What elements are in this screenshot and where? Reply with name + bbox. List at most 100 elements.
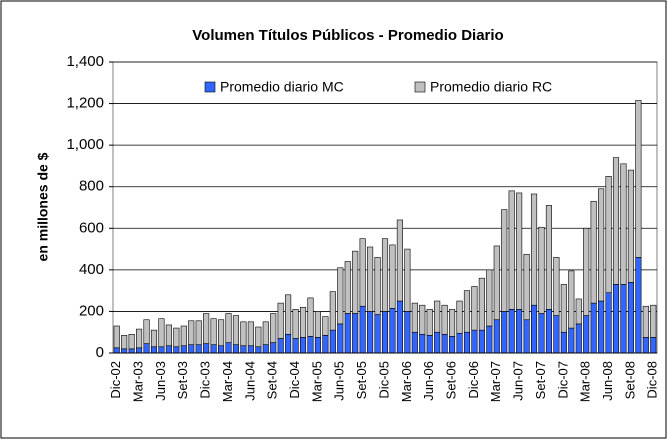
- bar-segment: [307, 297, 314, 337]
- bar-segment: [493, 245, 500, 321]
- bar-segment: [471, 329, 478, 354]
- x-tick-label: Set-04: [265, 361, 280, 399]
- bar-segment: [389, 244, 396, 309]
- bar-segment: [419, 304, 426, 335]
- bar-segment: [150, 329, 158, 348]
- bar-segment: [285, 333, 292, 354]
- bar-segment: [501, 209, 508, 312]
- bar-segment: [374, 314, 381, 354]
- bar-segment: [553, 257, 560, 316]
- bar-segment: [277, 302, 284, 339]
- bar-segment: [299, 337, 307, 354]
- bar-segment: [322, 335, 329, 354]
- bar-segment: [158, 318, 165, 348]
- bar-segment: [516, 309, 523, 354]
- bar-segment: [240, 321, 247, 347]
- bar-segment: [620, 284, 627, 354]
- bar-segment: [508, 309, 515, 354]
- bar-segment: [203, 313, 210, 344]
- bar-segment: [530, 304, 538, 354]
- y-tick-label: 600: [79, 219, 104, 236]
- bar-segment: [449, 309, 456, 337]
- bar-segment: [404, 248, 411, 312]
- bar-segment: [553, 315, 560, 354]
- bar-segment: [583, 227, 590, 316]
- bar-segment: [143, 319, 150, 344]
- bar-segment: [463, 290, 471, 333]
- x-tick-label: Set-06: [444, 361, 459, 399]
- bar-segment: [292, 338, 299, 354]
- bar-segment: [620, 163, 627, 285]
- bar-segment: [255, 346, 262, 354]
- bar-segment: [180, 325, 187, 347]
- bar-segment: [568, 270, 575, 329]
- bar-segment: [314, 311, 321, 338]
- bar-segment: [523, 253, 530, 321]
- bar-segment: [627, 169, 634, 283]
- bar-segment: [113, 347, 120, 354]
- bar-segment: [381, 238, 389, 312]
- bar-segment: [344, 261, 351, 314]
- x-tick-label: Dic-08: [645, 361, 660, 399]
- bar-segment: [650, 337, 657, 354]
- bar-segment: [247, 345, 254, 354]
- bar-segment: [538, 313, 545, 354]
- bar-segment: [411, 331, 418, 354]
- bar-segment: [217, 319, 225, 347]
- bar-segment: [314, 337, 321, 354]
- x-tick-label: Mar-06: [399, 361, 414, 402]
- bar-segment: [232, 315, 240, 345]
- bar-segment: [463, 331, 471, 354]
- x-tick-label: Set-03: [175, 361, 190, 399]
- bar-segment: [478, 329, 485, 354]
- bar-segment: [426, 335, 433, 354]
- bar-segment: [523, 319, 530, 354]
- legend-label: Promedio diario RC: [430, 79, 552, 95]
- bar-segment: [434, 331, 441, 354]
- bar-segment: [396, 219, 403, 302]
- x-tick-label: Set-08: [622, 361, 637, 399]
- bar-segment: [158, 346, 165, 354]
- bar-segment: [128, 348, 135, 354]
- bar-segment: [143, 343, 150, 354]
- bar-segment: [247, 321, 254, 347]
- bar-segment: [180, 345, 187, 354]
- bar-segment: [337, 323, 344, 354]
- chart-title: Volumen Títulos Públicos - Promedio Diar…: [192, 27, 503, 44]
- bar-segment: [456, 332, 463, 354]
- bar-segment: [128, 333, 135, 350]
- bar-segment: [381, 311, 389, 354]
- bar-segment: [210, 318, 217, 345]
- bar-segment: [225, 342, 232, 354]
- x-tick-label: Dic-02: [108, 361, 123, 399]
- x-tick-label: Mar-04: [220, 361, 235, 402]
- bar-segment: [560, 331, 567, 354]
- bar-segment: [612, 284, 620, 354]
- y-tick-label: 1,000: [66, 136, 104, 153]
- x-tick-label: Dic-05: [376, 361, 391, 399]
- bar-segment: [322, 316, 329, 336]
- bar-segment: [426, 309, 433, 336]
- bar-segment: [374, 257, 381, 315]
- bar-segment: [277, 338, 284, 354]
- y-tick-label: 200: [79, 302, 104, 319]
- y-tick-label: 1,400: [66, 53, 104, 70]
- x-tick-label: Mar-08: [578, 361, 593, 402]
- bar-segment: [165, 345, 172, 354]
- bar-segment: [299, 306, 307, 338]
- bar-segment: [389, 308, 396, 354]
- bar-segment: [352, 313, 359, 354]
- y-axis-label: en millones de $: [35, 152, 51, 261]
- x-tick-label: Mar-05: [309, 361, 324, 402]
- bar-segment: [188, 320, 195, 345]
- bar-segment: [508, 190, 515, 310]
- bar-segment: [538, 226, 545, 314]
- bar-segment: [419, 333, 426, 354]
- bar-segment: [642, 305, 649, 338]
- x-tick-label: Jun-03: [153, 361, 168, 401]
- bar-segment: [262, 321, 269, 345]
- bar-segment: [575, 323, 582, 354]
- bar-segment: [530, 193, 538, 306]
- bar-segment: [188, 344, 195, 354]
